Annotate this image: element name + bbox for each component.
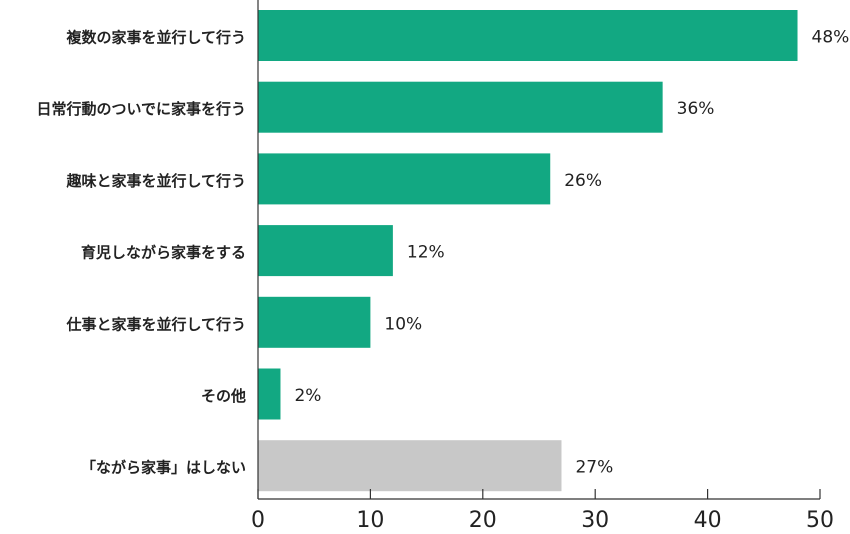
category-label: 育児しながら家事をする (81, 244, 246, 262)
value-label: 2% (294, 386, 321, 406)
value-label: 26% (564, 171, 602, 191)
category-label: 日常行動のついでに家事を行う (36, 100, 246, 118)
category-label: 趣味と家事を並行して行う (65, 172, 246, 190)
category-label: 仕事と家事を並行して行う (65, 315, 246, 333)
bar (258, 368, 281, 420)
category-label: 「ながら家事」はしない (81, 459, 246, 477)
x-tick-label: 30 (581, 508, 609, 530)
x-tick-label: 40 (694, 508, 722, 530)
value-label: 36% (677, 99, 715, 119)
x-tick-label: 0 (251, 508, 265, 530)
bar (258, 10, 798, 61)
bar (258, 153, 551, 205)
x-tick-label: 20 (469, 508, 497, 530)
value-label: 10% (384, 314, 422, 334)
value-label: 48% (812, 28, 850, 48)
value-label: 12% (407, 243, 445, 263)
value-label: 27% (575, 458, 613, 478)
x-tick-label: 50 (806, 508, 834, 530)
category-label: 複数の家事を並行して行う (65, 29, 246, 47)
category-label: その他 (201, 387, 246, 405)
x-tick-label: 10 (356, 508, 384, 530)
bar (258, 225, 393, 277)
bar (258, 296, 371, 348)
bar (258, 440, 562, 492)
bar (258, 81, 663, 133)
